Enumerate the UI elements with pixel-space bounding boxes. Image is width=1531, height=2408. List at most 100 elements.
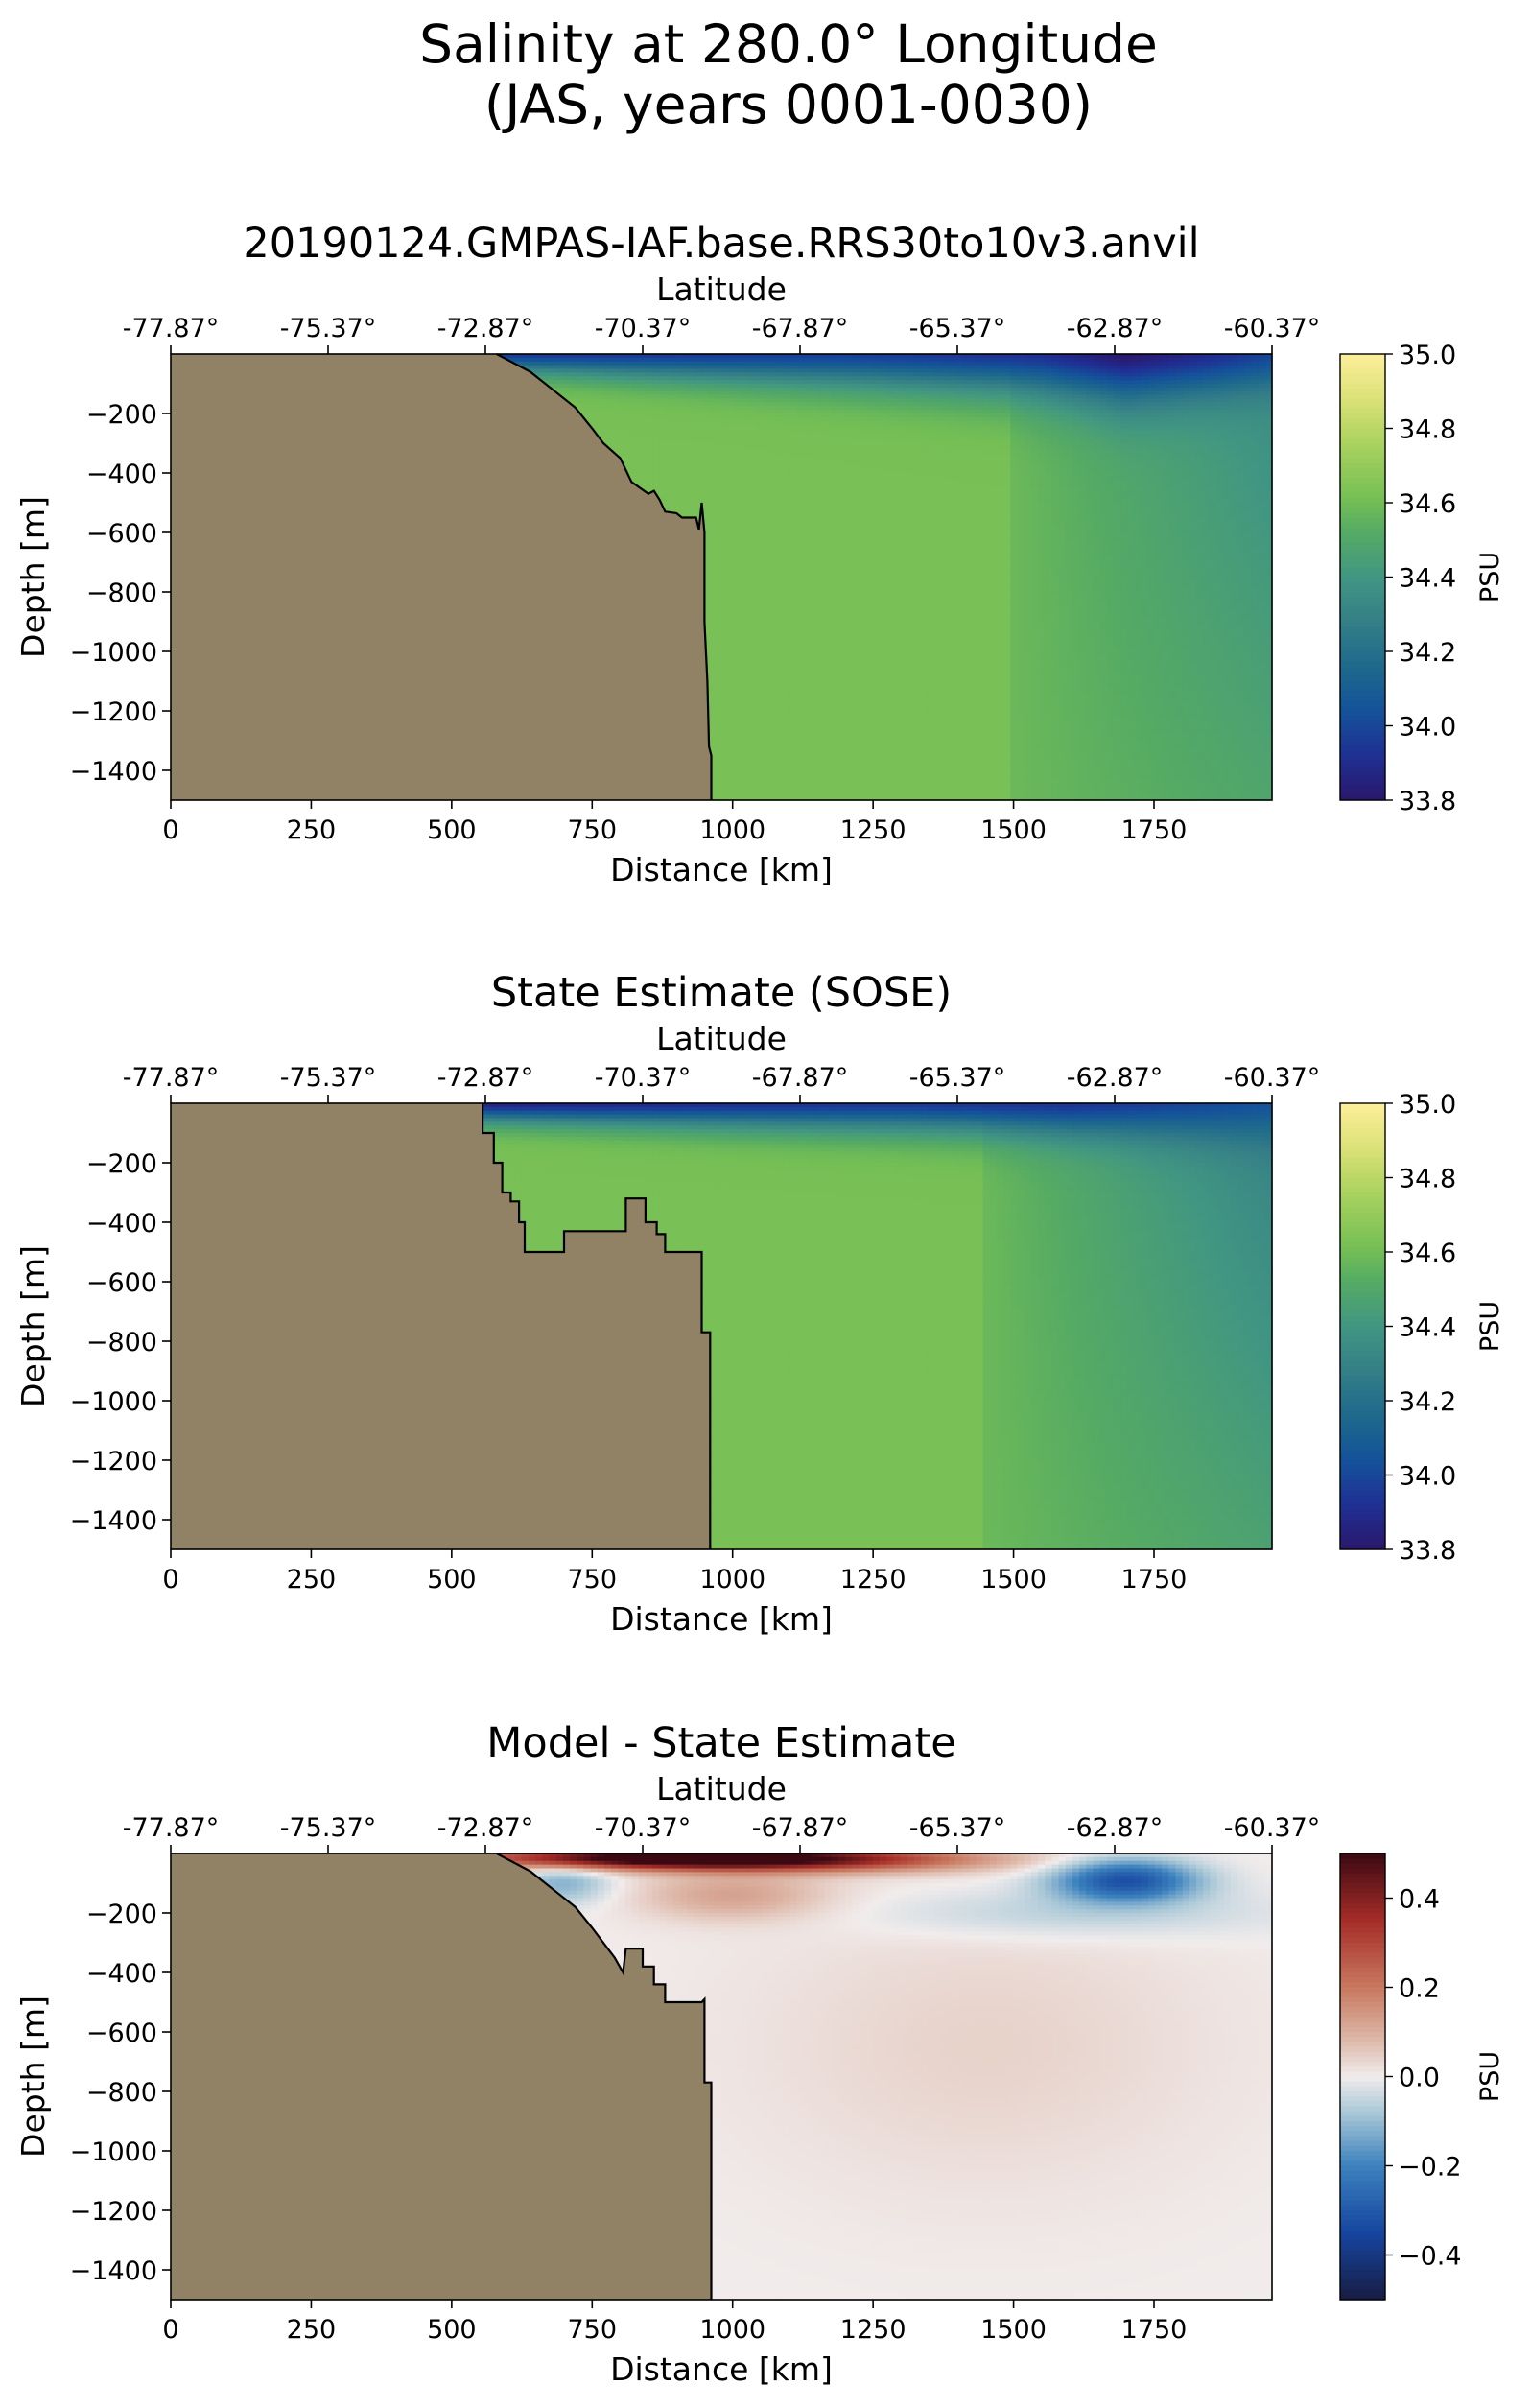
top-tick-label: -65.37° <box>909 1813 1006 1843</box>
colorbar-tick-label: 34.4 <box>1399 1313 1456 1343</box>
colorbar-tick-label: 34.2 <box>1399 638 1456 668</box>
y-axis-label: Depth [m] <box>14 1245 52 1407</box>
top-tick-label: -65.37° <box>909 1063 1006 1093</box>
y-tick-label: −800 <box>86 1328 157 1357</box>
y-tick-label: −400 <box>86 1959 157 1989</box>
x-tick-label: 0 <box>162 1565 178 1594</box>
panel-1: 20190124.GMPAS-IAF.base.RRS30to10v3.anvi… <box>14 220 1505 888</box>
top-tick-label: -72.87° <box>437 1813 534 1843</box>
colorbar-tick-label: 34.0 <box>1399 1462 1456 1492</box>
x-tick-label: 500 <box>427 1565 477 1594</box>
x-tick-label: 1750 <box>1121 1565 1188 1594</box>
colorbar-tick-label: 35.0 <box>1399 1090 1456 1120</box>
colorbar-label: PSU <box>1475 1301 1505 1352</box>
top-axis-label: Latitude <box>656 1020 787 1057</box>
x-tick-label: 1000 <box>699 2315 766 2345</box>
panel-2: State Estimate (SOSE)0 250 500 750 1000 1250 1… <box>14 969 1505 1638</box>
x-tick-label: 500 <box>427 815 477 845</box>
colorbar-label: PSU <box>1475 2051 1505 2102</box>
top-tick-label: -72.87° <box>437 1063 534 1093</box>
x-tick-label: 1500 <box>980 2315 1047 2345</box>
panels: 20190124.GMPAS-IAF.base.RRS30to10v3.anvi… <box>14 220 1505 2388</box>
top-tick-label: -70.37° <box>595 1813 692 1843</box>
x-tick-label: 250 <box>287 2315 337 2345</box>
x-axis-label: Distance [km] <box>610 1600 833 1638</box>
y-tick-label: −600 <box>86 1268 157 1298</box>
top-tick-label: -75.37° <box>280 314 377 343</box>
y-tick-label: −200 <box>86 1900 157 1929</box>
x-axis-label: Distance [km] <box>610 851 833 888</box>
y-axis-label: Depth [m] <box>14 496 52 658</box>
colorbar-tick-label: 35.0 <box>1399 341 1456 370</box>
top-tick-label: -67.87° <box>752 1813 849 1843</box>
y-tick-label: −1200 <box>70 2197 157 2227</box>
x-tick-label: 0 <box>162 815 178 845</box>
y-tick-label: −1200 <box>70 1447 157 1476</box>
colorbar-tick-label: 34.0 <box>1399 713 1456 743</box>
top-tick-label: -70.37° <box>595 314 692 343</box>
panel-title: Model - State Estimate <box>486 1719 955 1767</box>
colorbar-tick-label: 34.6 <box>1399 1239 1456 1268</box>
top-tick-label: -62.87° <box>1067 1063 1164 1093</box>
y-tick-label: −600 <box>86 2018 157 2048</box>
colorbar-tick-label: −0.2 <box>1399 2153 1462 2183</box>
x-tick-label: 0 <box>162 2315 178 2345</box>
top-tick-label: -62.87° <box>1067 314 1164 343</box>
colorbar-tick-label: 34.2 <box>1399 1387 1456 1417</box>
top-tick-label: -75.37° <box>280 1813 377 1843</box>
y-tick-label: −1400 <box>70 757 157 787</box>
x-tick-label: 250 <box>287 815 337 845</box>
top-tick-label: -70.37° <box>595 1063 692 1093</box>
y-tick-label: −1000 <box>70 2137 157 2167</box>
x-tick-label: 1000 <box>699 815 766 845</box>
figure-title-line1: Salinity at 280.0° Longitude <box>419 13 1158 75</box>
y-tick-label: −1000 <box>70 638 157 668</box>
colorbar-tick-label: −0.4 <box>1399 2242 1462 2272</box>
panel-title: 20190124.GMPAS-IAF.base.RRS30to10v3.anvi… <box>243 220 1199 268</box>
x-tick-label: 1250 <box>840 1565 907 1594</box>
x-tick-label: 1500 <box>980 1565 1047 1594</box>
y-tick-label: −1000 <box>70 1387 157 1417</box>
top-axis-label: Latitude <box>656 1770 787 1807</box>
top-tick-label: -77.87° <box>123 314 220 343</box>
colorbar-tick-label: 33.8 <box>1399 787 1456 816</box>
top-tick-label: -77.87° <box>123 1063 220 1093</box>
panel-title: State Estimate (SOSE) <box>491 969 952 1017</box>
top-tick-label: -72.87° <box>437 314 534 343</box>
y-tick-label: −400 <box>86 460 157 489</box>
y-tick-label: −1400 <box>70 1506 157 1536</box>
x-tick-label: 1250 <box>840 2315 907 2345</box>
colorbar-tick-label: 34.6 <box>1399 489 1456 519</box>
y-tick-label: −200 <box>86 1149 157 1179</box>
x-tick-label: 750 <box>568 815 618 845</box>
y-tick-label: −400 <box>86 1209 157 1239</box>
top-tick-label: -60.37° <box>1224 1813 1321 1843</box>
y-axis-label: Depth [m] <box>14 1995 52 2158</box>
top-tick-label: -75.37° <box>280 1063 377 1093</box>
x-axis-label: Distance [km] <box>610 2350 833 2388</box>
colorbar-tick-label: 34.8 <box>1399 1165 1456 1194</box>
x-tick-label: 1750 <box>1121 2315 1188 2345</box>
y-tick-label: −200 <box>86 400 157 430</box>
colorbar: 33.8 34.0 34.2 34.4 34.6 34.8 35.0 PSU <box>1340 1090 1505 1566</box>
top-tick-label: -67.87° <box>752 314 849 343</box>
top-tick-label: -67.87° <box>752 1063 849 1093</box>
top-tick-label: -77.87° <box>123 1813 220 1843</box>
colorbar-label: PSU <box>1475 552 1505 602</box>
x-tick-label: 750 <box>568 2315 618 2345</box>
x-tick-label: 750 <box>568 1565 618 1594</box>
colorbar-tick-label: 33.8 <box>1399 1536 1456 1566</box>
y-tick-label: −1400 <box>70 2256 157 2286</box>
top-axis-label: Latitude <box>656 271 787 308</box>
colorbar-tick-label: 0.2 <box>1399 1974 1440 2004</box>
colorbar-tick-label: 0.4 <box>1399 1885 1440 1915</box>
x-tick-label: 250 <box>287 1565 337 1594</box>
colorbar-tick-label: 34.4 <box>1399 564 1456 594</box>
x-tick-label: 1750 <box>1121 815 1188 845</box>
y-tick-label: −1200 <box>70 697 157 727</box>
colorbar-tick-label: 0.0 <box>1399 2064 1440 2093</box>
top-tick-label: -60.37° <box>1224 1063 1321 1093</box>
colorbar: −0.4 −0.2 0.0 0.2 0.4 PSU <box>1340 1853 1505 2301</box>
